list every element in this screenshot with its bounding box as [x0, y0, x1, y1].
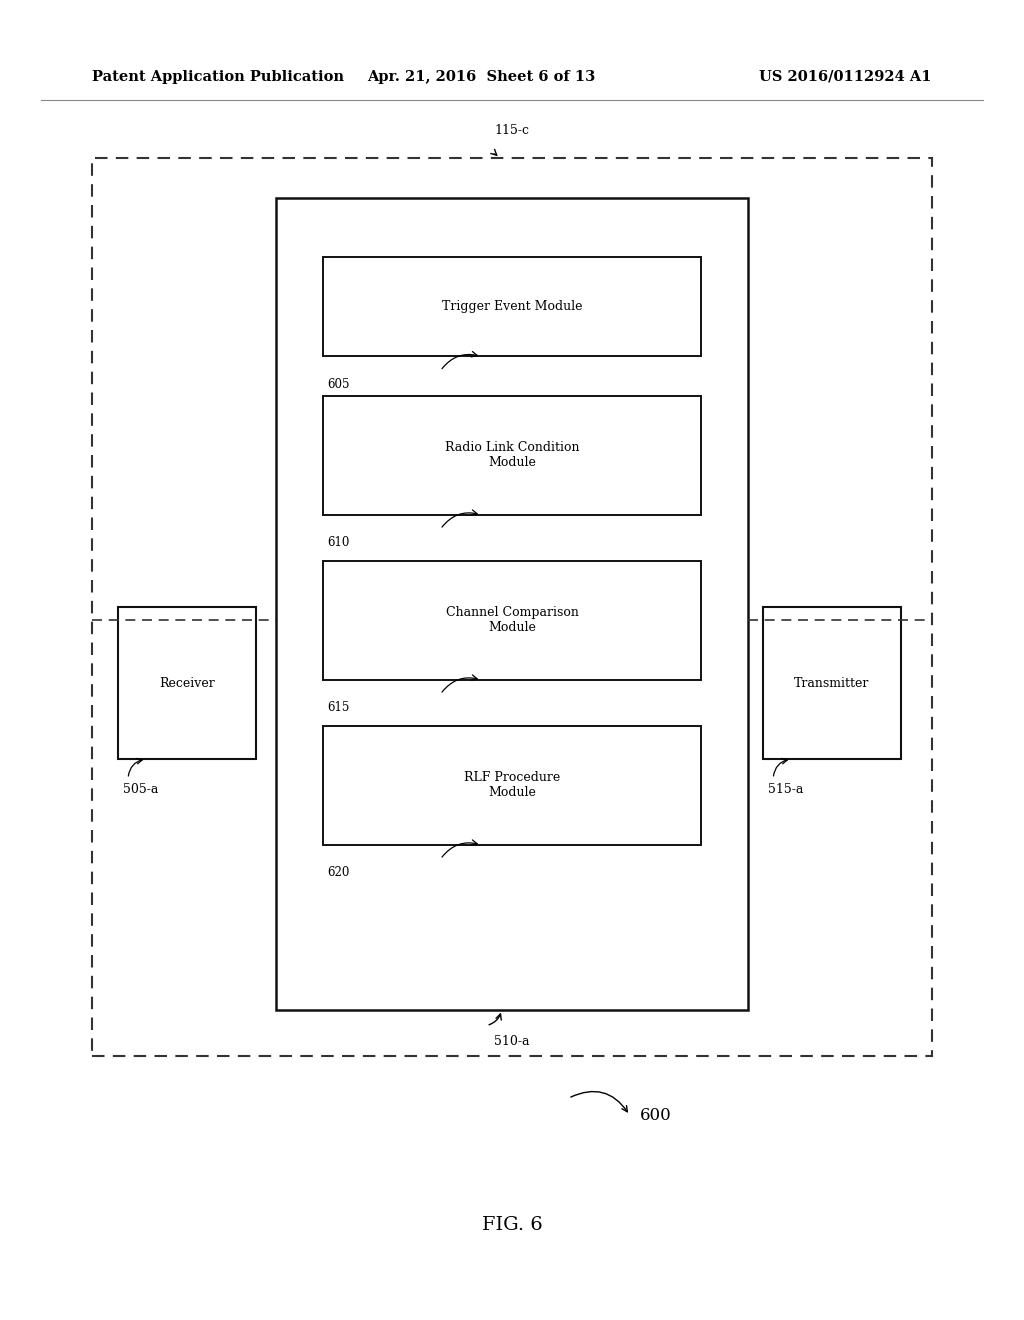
- Text: Transmitter: Transmitter: [795, 677, 869, 689]
- FancyBboxPatch shape: [323, 257, 701, 356]
- FancyBboxPatch shape: [92, 158, 932, 1056]
- Text: 600: 600: [640, 1107, 672, 1123]
- Text: US 2016/0112924 A1: US 2016/0112924 A1: [760, 70, 932, 83]
- Text: 115-c: 115-c: [495, 124, 529, 137]
- FancyBboxPatch shape: [276, 198, 748, 1010]
- Text: 510-a: 510-a: [495, 1035, 529, 1048]
- Text: Apr. 21, 2016  Sheet 6 of 13: Apr. 21, 2016 Sheet 6 of 13: [368, 70, 595, 83]
- FancyBboxPatch shape: [323, 726, 701, 845]
- Text: 610: 610: [328, 536, 350, 549]
- Text: Channel Comparison
Module: Channel Comparison Module: [445, 606, 579, 635]
- FancyBboxPatch shape: [118, 607, 256, 759]
- Text: FIG. 6: FIG. 6: [481, 1216, 543, 1234]
- FancyBboxPatch shape: [323, 396, 701, 515]
- Text: 620: 620: [328, 866, 350, 879]
- FancyBboxPatch shape: [323, 561, 701, 680]
- Text: RLF Procedure
Module: RLF Procedure Module: [464, 771, 560, 800]
- Text: Radio Link Condition
Module: Radio Link Condition Module: [444, 441, 580, 470]
- Text: 605: 605: [328, 378, 350, 391]
- Text: Receiver: Receiver: [159, 677, 215, 689]
- Text: Patent Application Publication: Patent Application Publication: [92, 70, 344, 83]
- Text: 505-a: 505-a: [123, 783, 159, 796]
- Text: 615: 615: [328, 701, 350, 714]
- Text: 515-a: 515-a: [768, 783, 804, 796]
- Text: Trigger Event Module: Trigger Event Module: [441, 301, 583, 313]
- FancyBboxPatch shape: [763, 607, 901, 759]
